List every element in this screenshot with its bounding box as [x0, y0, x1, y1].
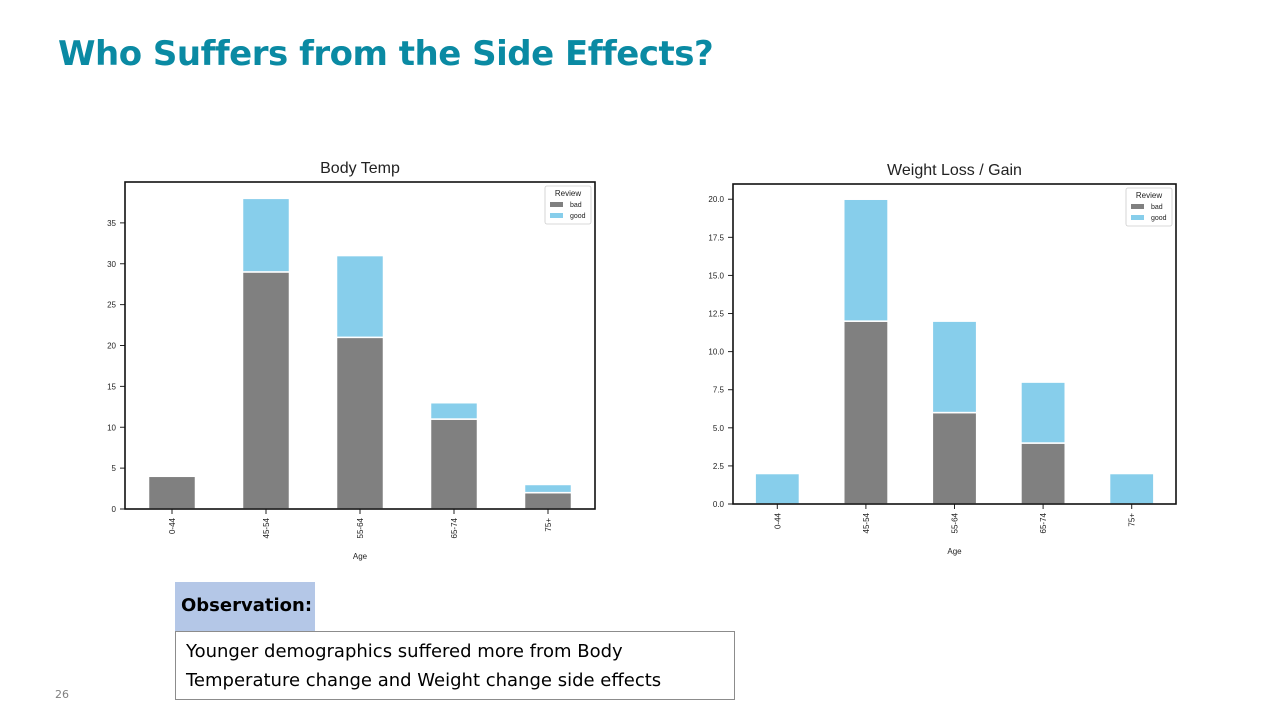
y-tick-label: 0.0: [713, 500, 725, 509]
x-tick-label: 55-64: [356, 517, 365, 538]
legend-swatch-good: [1131, 215, 1144, 220]
y-tick-label: 20: [107, 342, 116, 351]
y-tick-label: 20.0: [708, 195, 724, 204]
bar-good-75+: [523, 483, 573, 494]
observation-text: Younger demographics suffered more from …: [175, 631, 735, 700]
chart-title: Body Temp: [320, 160, 400, 177]
y-tick-label: 5: [112, 464, 117, 473]
bar-good-45-54: [241, 197, 291, 273]
x-tick-label: 55-64: [951, 512, 960, 533]
bar-good-75+: [1108, 472, 1155, 505]
bar-bad-45-54: [241, 271, 291, 510]
legend-label-good: good: [1151, 215, 1167, 222]
chart-svg: Body Temp 0-44 45-54 55-64 65-74 75+ 0 5 10 15 20 2…: [107, 160, 596, 561]
x-axis-label: Age: [353, 552, 368, 561]
legend-label-good: good: [570, 213, 586, 220]
page-number: 26: [55, 688, 69, 701]
y-tick-label: 15: [107, 382, 116, 391]
x-axis-label: Age: [947, 547, 962, 556]
bar-good-65-74: [429, 401, 479, 420]
y-tick-label: 10: [107, 423, 116, 432]
bar-bad-0-44: [147, 475, 197, 510]
chart-svg: Weight Loss / Gain 0-44 45-54 55-64 65-74 75+…: [708, 162, 1177, 556]
bar-bad-45-54: [843, 320, 889, 505]
y-tick-label: 5.0: [713, 424, 725, 433]
bar-bad-65-74: [1020, 442, 1067, 505]
legend-swatch-bad: [1131, 204, 1144, 209]
bar-good-45-54: [843, 198, 889, 322]
x-tick-label: 45-54: [862, 512, 871, 533]
chart-title: Weight Loss / Gain: [887, 162, 1022, 179]
plot-frame: [732, 183, 1177, 505]
bar-bad-55-64: [335, 336, 385, 510]
bar-bad-65-74: [429, 418, 479, 510]
bar-bad-55-64: [931, 411, 978, 505]
x-tick-label: 75+: [1128, 513, 1137, 527]
y-tick-label: 7.5: [713, 386, 725, 395]
legend-swatch-good: [550, 213, 563, 218]
y-tick-label: 17.5: [708, 233, 724, 242]
plot-frame: [124, 181, 596, 510]
bar-bad-75+: [523, 491, 573, 510]
body-temp-chart: Body Temp 0-44 45-54 55-64 65-74 75+ 0 5 10 15 20 2…: [100, 150, 610, 570]
slide-title: Who Suffers from the Side Effects?: [58, 34, 714, 74]
y-tick-label: 2.5: [713, 462, 725, 471]
x-tick-label: 65-74: [1039, 512, 1048, 533]
bar-good-65-74: [1020, 381, 1067, 444]
x-tick-label: 75+: [544, 518, 553, 532]
observation-label: Observation:: [175, 582, 315, 631]
x-tick-label: 45-54: [262, 517, 271, 538]
legend-title: Review: [555, 189, 581, 198]
x-tick-label: 0-44: [168, 517, 177, 534]
bar-good-0-44: [754, 472, 801, 505]
bar-good-55-64: [335, 254, 385, 339]
legend-label-bad: bad: [1151, 204, 1163, 211]
legend-swatch-bad: [550, 202, 563, 207]
y-tick-label: 12.5: [708, 310, 724, 319]
y-tick-label: 0: [112, 505, 117, 514]
legend-title: Review: [1136, 191, 1162, 200]
y-tick-label: 30: [107, 260, 116, 269]
y-tick-label: 10.0: [708, 348, 724, 357]
y-tick-label: 15.0: [708, 271, 724, 280]
bar-good-55-64: [931, 320, 978, 414]
x-tick-label: 65-74: [450, 517, 459, 538]
y-tick-label: 25: [107, 301, 116, 310]
weight-change-chart: Weight Loss / Gain 0-44 45-54 55-64 65-74 75+…: [680, 152, 1190, 572]
legend-label-bad: bad: [570, 202, 582, 209]
y-tick-label: 35: [107, 219, 116, 228]
x-tick-label: 0-44: [773, 512, 782, 529]
